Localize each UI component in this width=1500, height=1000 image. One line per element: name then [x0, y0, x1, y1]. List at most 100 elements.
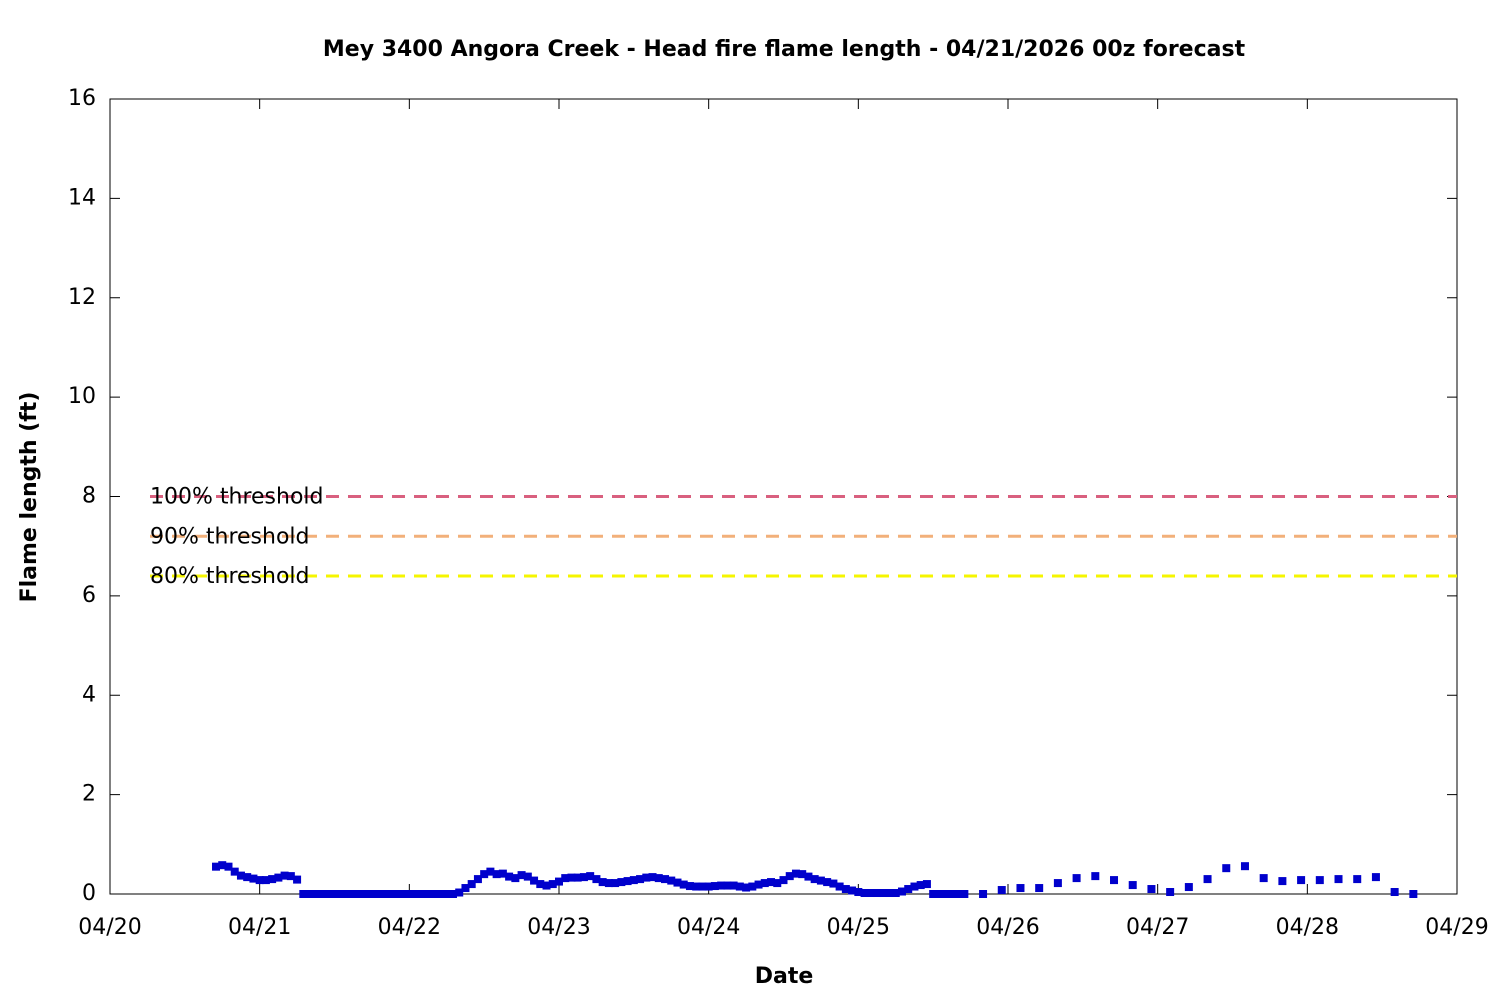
y-tick-label: 0 — [82, 881, 96, 906]
data-point — [935, 890, 944, 898]
data-point — [1072, 874, 1081, 883]
data-point — [629, 876, 638, 885]
data-point — [941, 890, 950, 898]
data-point — [536, 880, 545, 889]
data-point — [954, 890, 963, 898]
data-point — [1035, 884, 1044, 893]
data-point — [424, 890, 433, 898]
x-tick-label: 04/26 — [976, 915, 1039, 940]
data-point — [480, 870, 489, 879]
data-point — [636, 875, 645, 884]
x-axis-label: Date — [755, 964, 814, 989]
x-tick-label: 04/24 — [677, 915, 740, 940]
data-point — [598, 878, 607, 887]
data-point — [299, 890, 308, 898]
data-point — [436, 890, 445, 898]
data-point — [879, 889, 888, 898]
data-point — [785, 872, 794, 881]
data-point — [947, 890, 956, 898]
data-point — [1278, 877, 1287, 886]
data-point — [255, 876, 264, 885]
data-point — [386, 890, 395, 898]
y-tick-label: 10 — [68, 384, 96, 409]
data-point — [1053, 879, 1062, 888]
data-point — [692, 882, 701, 891]
threshold-label: 90% threshold — [150, 524, 310, 549]
data-point — [1409, 890, 1418, 898]
data-point — [280, 871, 289, 880]
data-point — [243, 873, 252, 882]
data-point — [748, 882, 757, 891]
data-point — [1353, 875, 1362, 884]
data-point — [473, 875, 482, 884]
data-point — [661, 875, 670, 884]
data-point — [542, 881, 551, 890]
data-point — [249, 874, 258, 883]
y-tick-label: 8 — [82, 484, 96, 509]
data-point — [511, 874, 520, 883]
data-point — [505, 872, 514, 881]
data-point — [411, 890, 420, 898]
data-point — [1259, 874, 1268, 883]
data-point — [567, 873, 576, 882]
data-point — [679, 880, 688, 889]
data-point — [767, 878, 776, 887]
data-point — [268, 875, 277, 884]
data-point — [1016, 884, 1025, 893]
y-tick-label: 2 — [82, 782, 96, 807]
data-point — [236, 871, 245, 880]
data-point — [667, 876, 676, 885]
data-point — [1091, 872, 1100, 881]
x-tick-label: 04/27 — [1126, 915, 1189, 940]
data-point — [810, 875, 819, 884]
chart-title: Mey 3400 Angora Creek - Head fire flame … — [323, 37, 1246, 62]
data-point — [455, 888, 464, 897]
data-point — [349, 890, 358, 898]
data-point — [1240, 862, 1249, 871]
y-tick-label: 14 — [68, 185, 96, 210]
data-point — [698, 882, 707, 891]
data-point — [773, 879, 782, 888]
data-point — [841, 885, 850, 894]
data-point — [904, 885, 913, 894]
data-point — [1203, 875, 1212, 884]
x-tick-label: 04/22 — [378, 915, 441, 940]
data-point — [729, 881, 738, 890]
data-point — [579, 873, 588, 882]
data-point — [854, 888, 863, 897]
x-tick-label: 04/23 — [527, 915, 590, 940]
data-point — [305, 890, 314, 898]
data-point — [979, 890, 988, 898]
data-point — [461, 884, 470, 893]
data-point — [779, 876, 788, 885]
data-point — [274, 873, 283, 882]
data-point — [324, 890, 333, 898]
y-tick-label: 16 — [68, 86, 96, 111]
data-point — [717, 881, 726, 890]
data-point — [399, 890, 408, 898]
data-point — [218, 861, 227, 870]
y-tick-label: 12 — [68, 285, 96, 310]
threshold-label: 100% threshold — [150, 485, 324, 510]
data-point — [885, 889, 894, 898]
data-point — [548, 880, 557, 889]
data-point — [929, 890, 938, 898]
data-point — [224, 862, 233, 871]
data-point — [916, 881, 925, 890]
data-point — [293, 875, 302, 884]
data-point — [230, 867, 239, 876]
data-point — [866, 889, 875, 898]
data-point — [330, 890, 339, 898]
data-point — [816, 876, 825, 885]
data-point — [498, 869, 507, 878]
data-point — [1390, 888, 1399, 897]
data-point — [673, 878, 682, 887]
data-point — [754, 880, 763, 889]
data-point — [417, 890, 426, 898]
data-point — [1147, 885, 1156, 894]
data-point — [367, 890, 376, 898]
data-point — [623, 877, 632, 886]
data-point — [442, 890, 451, 898]
data-point — [922, 880, 931, 889]
